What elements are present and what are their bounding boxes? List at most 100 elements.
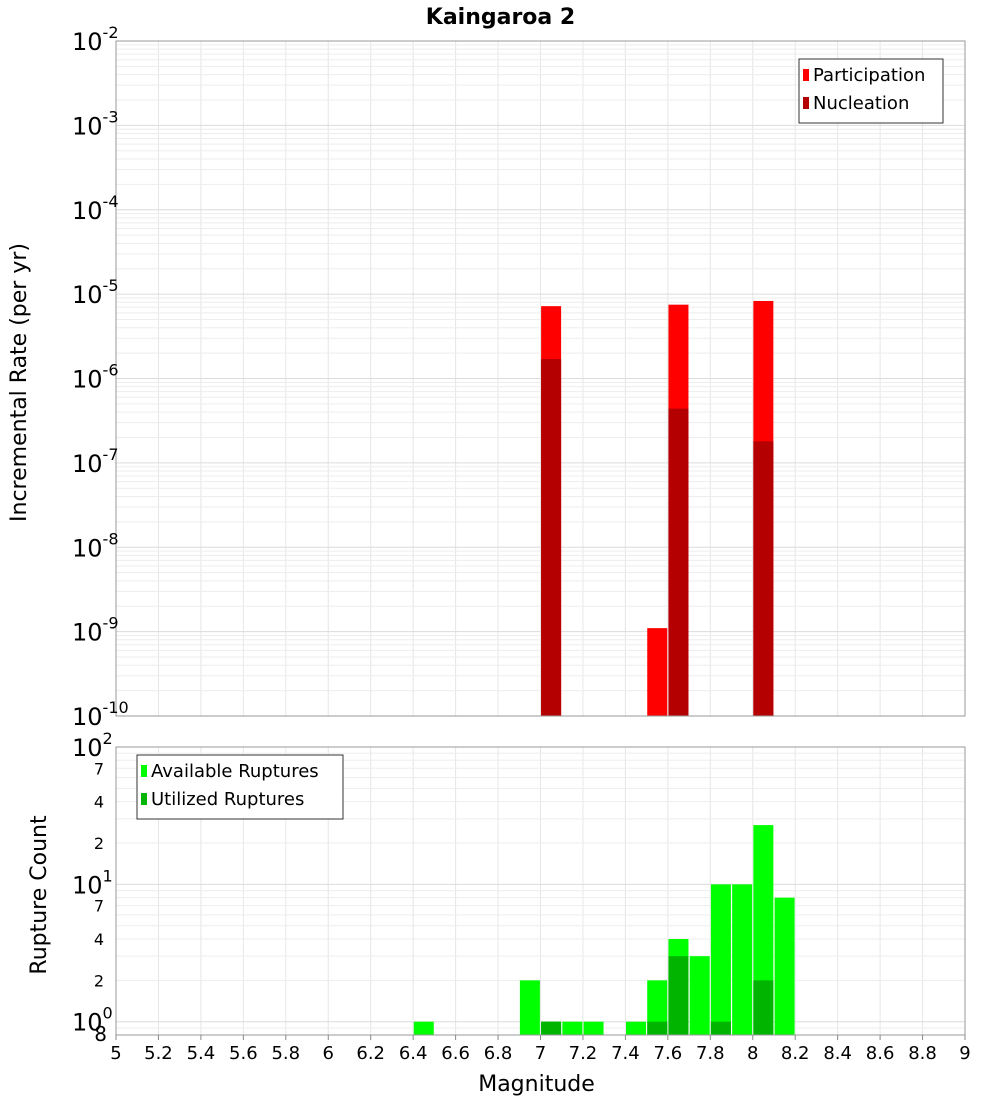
bar [689,956,710,1035]
x-tick-label: 5 [110,1043,121,1064]
x-axis-label: Magnitude [478,1072,595,1097]
bar [668,956,689,1035]
y-tick-exponent: -6 [103,361,119,380]
bar [732,884,753,1035]
y-tick-base: 10 [72,281,103,309]
x-tick-label: 8.8 [908,1043,937,1064]
y-tick-label: 10-10 [72,698,129,731]
y-tick-label: 10-4 [72,192,119,225]
y-tick-base: 10 [72,534,103,562]
bar [753,980,774,1035]
bottom-y-axis-label: Rupture Count [27,815,52,975]
x-tick-label: 9 [959,1043,970,1064]
y-minor-tick-label: 7 [94,759,104,778]
x-tick-label: 8.4 [823,1043,852,1064]
x-tick-label: 6.4 [399,1043,428,1064]
y-minor-tick-label: 7 [94,897,104,916]
x-tick-label: 6.2 [356,1043,385,1064]
bar [647,980,668,1035]
y-tick-base: 10 [72,450,103,478]
y-minor-tick-label: 8 [94,1022,107,1046]
bar [562,1021,583,1035]
y-tick-base: 10 [72,619,103,647]
y-major-tick-label: 101 [72,866,113,899]
x-tick-label: 5.8 [271,1043,300,1064]
y-tick-base: 10 [72,197,103,225]
y-tick-base: 10 [72,1009,103,1037]
y-tick-exponent: -4 [103,192,119,211]
bar [647,1021,668,1035]
bottom-series-available-ruptures [413,825,795,1035]
x-tick-label: 7.2 [569,1043,598,1064]
legend-label: Nucleation [813,93,909,114]
top-grid [115,40,966,717]
bar [710,884,731,1035]
legend-swatch [141,793,147,805]
y-tick-exponent: 1 [103,866,113,885]
x-tick-label: 7.8 [696,1043,725,1064]
x-tick-label: 8 [747,1043,758,1064]
y-tick-exponent: -3 [103,107,119,126]
y-tick-label: 10-7 [72,445,119,478]
legend-label: Utilized Ruptures [151,789,304,810]
x-tick-label: 5.4 [187,1043,216,1064]
x-tick-label: 5.6 [229,1043,258,1064]
legend-label: Participation [813,65,925,86]
bar [413,1021,434,1035]
y-tick-label: 10-6 [72,361,119,394]
y-tick-label: 10-2 [72,23,119,56]
y-minor-tick-label: 4 [94,930,104,949]
y-tick-exponent: -2 [103,23,119,42]
bar [541,1021,562,1035]
legend-swatch [141,765,147,777]
bar [541,359,562,716]
y-minor-tick-label: 4 [94,793,104,812]
y-tick-base: 10 [72,112,103,140]
y-tick-exponent: 0 [103,1004,113,1023]
y-minor-tick-label: 2 [94,834,104,853]
y-tick-base: 10 [72,366,103,394]
y-tick-label: 10-3 [72,107,119,140]
top-plot-border [115,40,966,717]
y-tick-exponent: -5 [103,276,119,295]
y-tick-exponent: -10 [103,698,129,717]
x-tick-label: 8.2 [781,1043,810,1064]
bar [774,897,795,1035]
y-major-tick-label: 102 [72,729,113,762]
x-tick-label: 5.2 [144,1043,173,1064]
top-legend: Participation Nucleation [798,58,944,124]
legend-swatch [803,97,809,109]
bar [519,980,540,1035]
bar [647,628,668,716]
top-y-axis-label: Incremental Rate (per yr) [7,243,32,522]
y-tick-label: 10-5 [72,276,119,309]
y-tick-base: 10 [72,703,103,731]
y-tick-exponent: -7 [103,445,119,464]
y-tick-exponent: -8 [103,529,119,548]
chart-title: Kaingaroa 2 [426,5,575,30]
bottom-series-utilized-ruptures [541,956,774,1035]
x-tick-label: 6 [323,1043,334,1064]
bar [710,1021,731,1035]
y-tick-exponent: -9 [103,614,119,633]
legend-swatch [803,69,809,81]
top-series-nucleation [541,359,774,716]
x-tick-label: 8.6 [866,1043,895,1064]
y-tick-label: 10-9 [72,614,119,647]
bar [668,408,689,716]
bottom-legend: Available Ruptures Utilized Ruptures [136,754,344,820]
x-tick-label: 6.8 [484,1043,513,1064]
y-minor-tick-label: 2 [94,971,104,990]
bar [626,1021,647,1035]
y-tick-base: 10 [72,28,103,56]
x-tick-label: 7 [535,1043,546,1064]
y-tick-exponent: 2 [103,729,113,748]
y-tick-label: 10-8 [72,529,119,562]
legend-box [136,754,344,820]
legend-box [798,58,944,124]
y-tick-base: 10 [72,734,103,762]
bar [583,1021,604,1035]
